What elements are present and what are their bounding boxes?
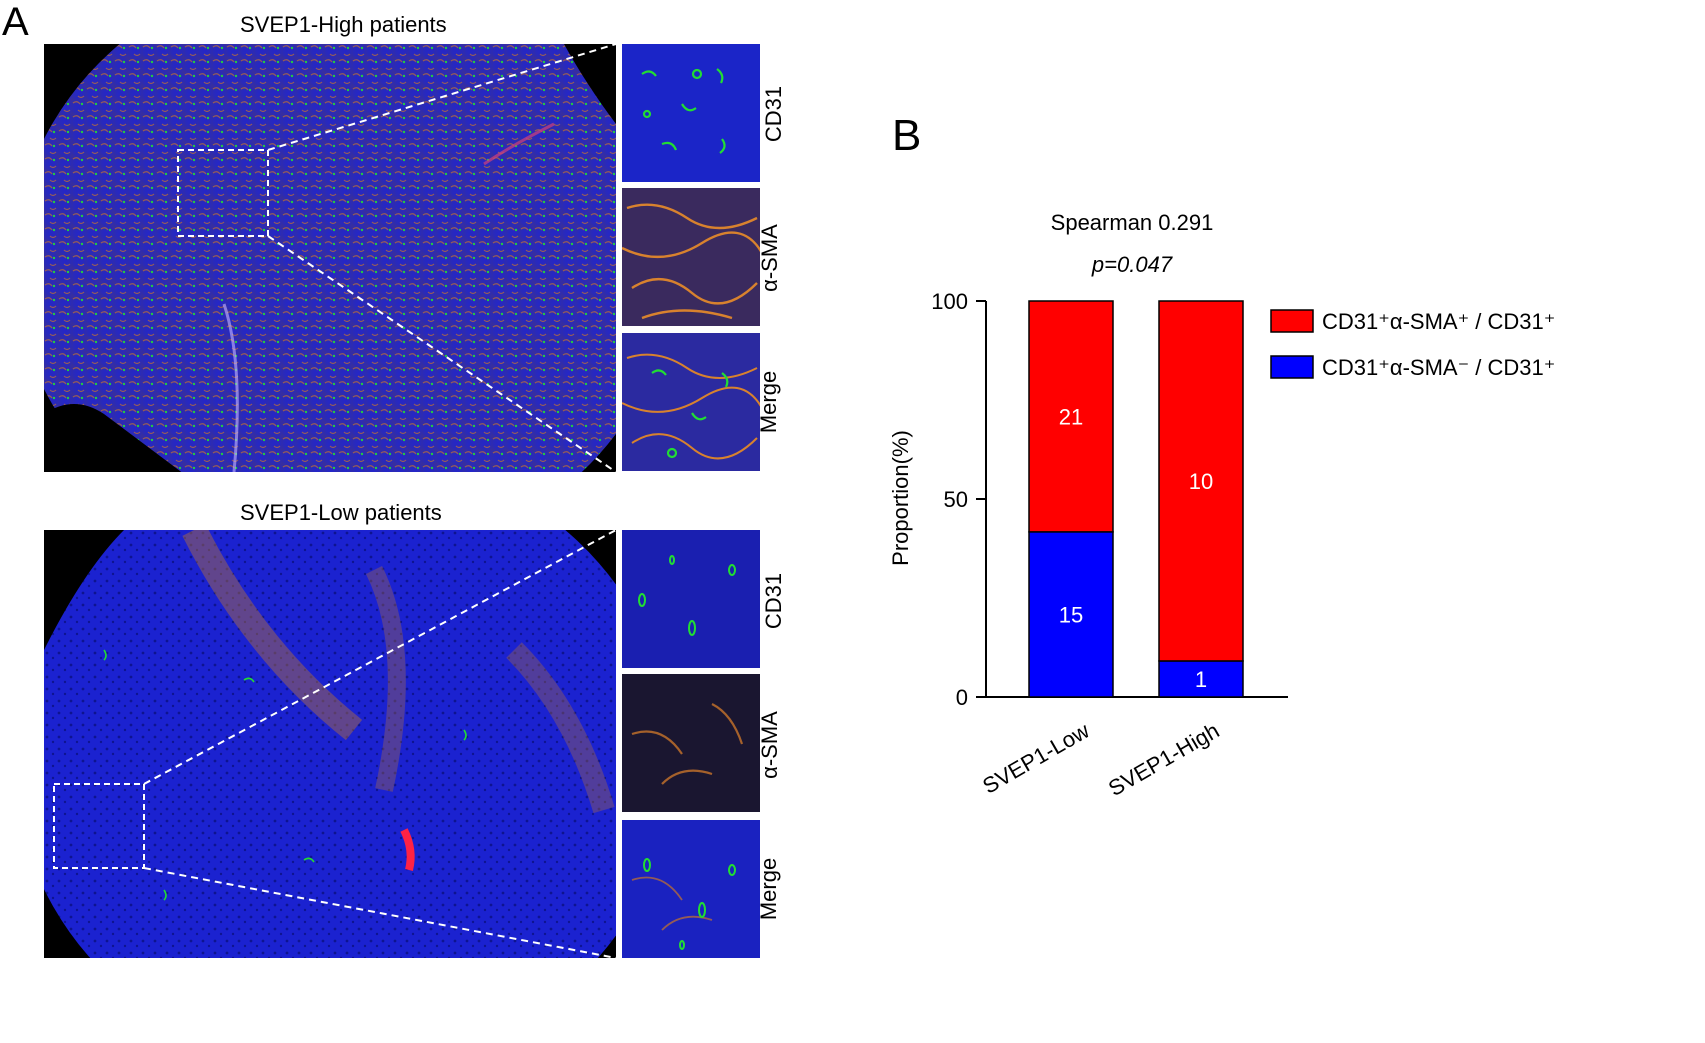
top-inset-cd31 — [622, 44, 760, 182]
bar-count-label: 15 — [1059, 602, 1083, 627]
bottom-inset-cd31 — [622, 530, 760, 668]
y-tick-label: 0 — [956, 685, 968, 710]
bar-count-label: 10 — [1189, 469, 1213, 494]
top-inset-asma — [622, 188, 760, 326]
x-tick-label: SVEP1-Low — [978, 718, 1093, 799]
bottom-inset-label-merge: Merge — [756, 857, 782, 921]
y-tick-label: 50 — [944, 487, 968, 512]
y-tick-label: 100 — [931, 289, 968, 314]
bottom-inset-label-asma: α-SMA — [756, 711, 782, 779]
bar-segment — [1158, 300, 1244, 662]
top-inset-label-cd31: CD31 — [761, 85, 787, 143]
legend-swatch — [1270, 355, 1314, 379]
bar-count-label: 1 — [1195, 667, 1207, 692]
panel-a-letter: A — [2, 0, 29, 44]
top-inset-label-merge: Merge — [756, 370, 782, 434]
bottom-inset-merge — [622, 820, 760, 958]
chart-subtitle: p=0.047 — [1091, 252, 1173, 277]
bottom-inset-label-cd31: CD31 — [761, 572, 787, 630]
bottom-inset-asma — [622, 674, 760, 812]
x-tick-label: SVEP1-High — [1104, 718, 1223, 801]
panel-b-letter: B — [892, 111, 922, 160]
stacked-bar-chart: Spearman 0.291 p=0.047 Proportion(%) 0 50… — [888, 210, 1555, 801]
y-axis-label: Proportion(%) — [888, 430, 913, 566]
legend-swatch — [1270, 309, 1314, 333]
bottom-section-title: SVEP1-Low patients — [240, 500, 442, 525]
bar-count-label: 21 — [1059, 404, 1083, 429]
bottom-main-micrograph — [44, 530, 616, 958]
top-main-micrograph — [44, 44, 616, 472]
top-inset-merge — [622, 333, 760, 471]
bar-segment — [1028, 300, 1114, 533]
legend-label: CD31⁺α-SMA⁺ / CD31⁺ — [1322, 309, 1555, 334]
legend-label: CD31⁺α-SMA⁻ / CD31⁺ — [1322, 355, 1555, 380]
chart-title: Spearman 0.291 — [1051, 210, 1214, 235]
top-section-title: SVEP1-High patients — [240, 12, 447, 37]
bar-segment — [1158, 660, 1244, 698]
bar-segment — [1028, 531, 1114, 698]
top-inset-label-asma: α-SMA — [756, 224, 782, 292]
